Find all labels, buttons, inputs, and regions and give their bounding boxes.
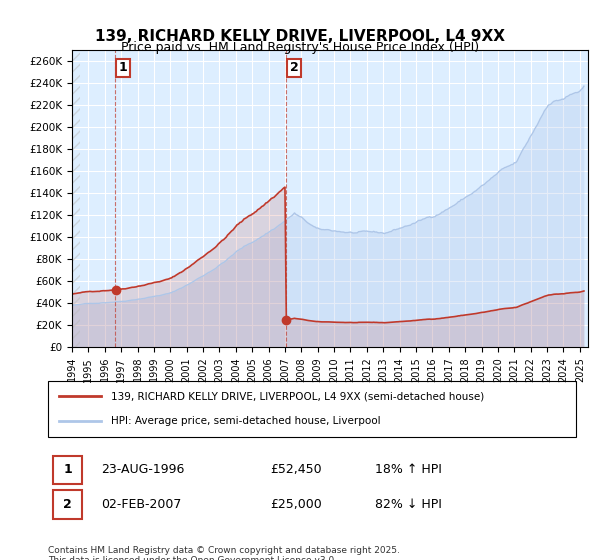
- Bar: [72, 50, 80, 347]
- Text: Contains HM Land Registry data © Crown copyright and database right 2025.
This d: Contains HM Land Registry data © Crown c…: [48, 546, 400, 560]
- Text: HPI: Average price, semi-detached house, Liverpool: HPI: Average price, semi-detached house,…: [112, 416, 381, 426]
- Text: 02-FEB-2007: 02-FEB-2007: [101, 498, 181, 511]
- Text: £25,000: £25,000: [270, 498, 322, 511]
- Text: Price paid vs. HM Land Registry's House Price Index (HPI): Price paid vs. HM Land Registry's House …: [121, 41, 479, 54]
- Text: 139, RICHARD KELLY DRIVE, LIVERPOOL, L4 9XX (semi-detached house): 139, RICHARD KELLY DRIVE, LIVERPOOL, L4 …: [112, 391, 485, 402]
- Text: 1: 1: [63, 464, 72, 477]
- Text: 2: 2: [290, 61, 298, 74]
- Text: £52,450: £52,450: [270, 464, 322, 477]
- Text: 23-AUG-1996: 23-AUG-1996: [101, 464, 184, 477]
- Text: 2: 2: [63, 498, 72, 511]
- Text: 18% ↑ HPI: 18% ↑ HPI: [376, 464, 442, 477]
- Text: 82% ↓ HPI: 82% ↓ HPI: [376, 498, 442, 511]
- Bar: [53, 491, 82, 519]
- Bar: [53, 456, 82, 484]
- Text: 139, RICHARD KELLY DRIVE, LIVERPOOL, L4 9XX: 139, RICHARD KELLY DRIVE, LIVERPOOL, L4 …: [95, 29, 505, 44]
- Text: 1: 1: [119, 61, 127, 74]
